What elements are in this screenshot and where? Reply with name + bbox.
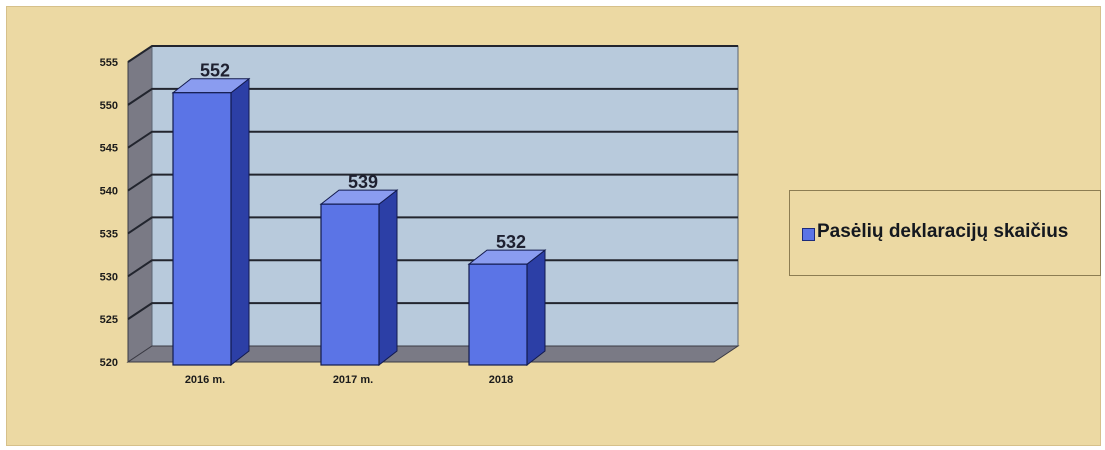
y-tick-label: 520 bbox=[100, 357, 118, 369]
y-tick-label: 550 bbox=[100, 100, 118, 112]
y-tick-label: 545 bbox=[100, 143, 118, 155]
bar-side bbox=[526, 249, 546, 367]
bars bbox=[171, 77, 547, 367]
plot-walls bbox=[126, 45, 740, 363]
bar bbox=[468, 263, 528, 366]
gridline bbox=[127, 45, 738, 63]
x-axis-ticks: 2016 m. 2017 m. 2018 bbox=[185, 374, 513, 386]
data-label: 539 bbox=[348, 172, 378, 192]
y-tick-label: 530 bbox=[100, 271, 118, 283]
gridline bbox=[127, 130, 738, 149]
x-tick-label: 2018 bbox=[489, 374, 513, 386]
x-tick-label: 2016 m. bbox=[185, 374, 225, 386]
x-tick-label: 2017 m. bbox=[333, 374, 373, 386]
bar bbox=[320, 203, 380, 366]
legend-label: Pasėlių deklaracijų skaičius bbox=[817, 221, 1069, 242]
chart-background: 555 550 545 540 535 530 525 520 552 539 532 2016 … bbox=[6, 6, 1101, 446]
data-label: 552 bbox=[200, 61, 230, 81]
legend: Pasėlių deklaracijų skaičius bbox=[789, 190, 1101, 276]
y-tick-label: 555 bbox=[100, 57, 118, 69]
data-label: 532 bbox=[496, 232, 526, 252]
bar-side bbox=[230, 77, 250, 367]
y-tick-label: 540 bbox=[100, 186, 118, 198]
bar-side bbox=[378, 189, 398, 367]
side-wall bbox=[127, 45, 153, 363]
bar bbox=[172, 92, 232, 366]
data-labels: 552 539 532 bbox=[200, 61, 526, 252]
gridline bbox=[127, 216, 738, 235]
y-axis-ticks: 555 550 545 540 535 530 525 520 bbox=[100, 57, 118, 369]
back-wall bbox=[151, 45, 739, 347]
y-tick-label: 525 bbox=[100, 314, 118, 326]
y-tick-label: 535 bbox=[100, 228, 118, 240]
gridline bbox=[127, 173, 738, 192]
bar-chart: 555 550 545 540 535 530 525 520 552 539 532 2016 … bbox=[100, 45, 740, 386]
gridline bbox=[127, 87, 738, 106]
legend-swatch bbox=[802, 228, 815, 241]
